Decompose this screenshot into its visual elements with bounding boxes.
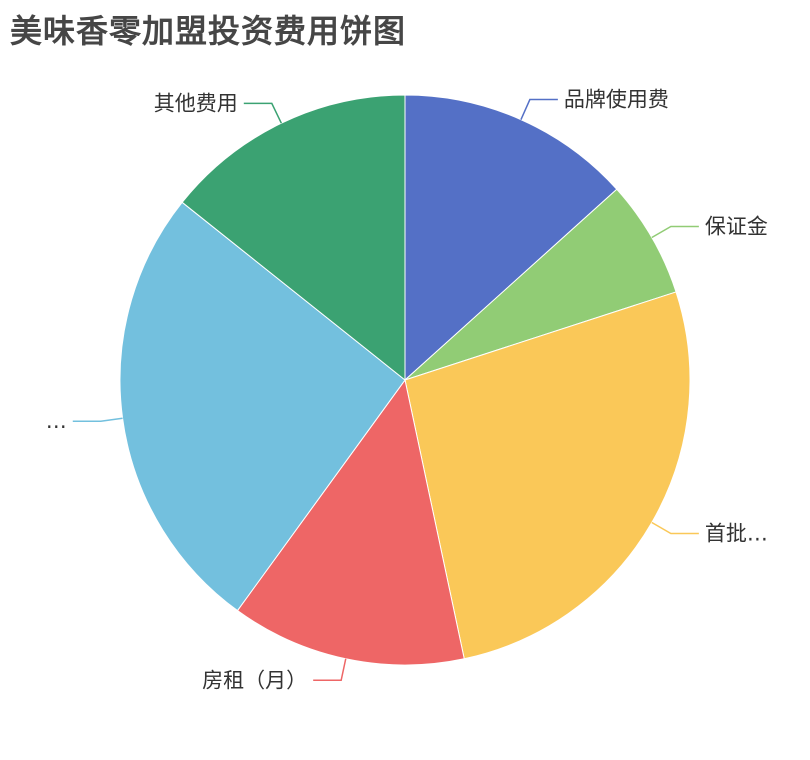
leader-line-4 (313, 658, 347, 682)
slice-label-3: 首批… (705, 522, 768, 546)
slices-layer (119, 94, 691, 666)
pie-slice-5[interactable] (119, 201, 406, 612)
leader-line-1 (520, 98, 558, 120)
leader-line-5 (72, 417, 123, 422)
slice-label-4: 房租（月） (202, 668, 307, 692)
slice-label-1: 品牌使用费 (564, 88, 669, 112)
leader-line-3 (651, 521, 699, 535)
pie-slice-6[interactable] (181, 94, 406, 381)
leader-line-6 (243, 102, 283, 124)
leader-line-2 (651, 225, 699, 239)
chart-title: 美味香零加盟投资费用饼图 (10, 12, 407, 50)
leader-lines-layer (72, 98, 699, 682)
slice-label-6: 其他费用 (154, 91, 238, 115)
pie-slice-2[interactable] (404, 188, 677, 381)
pie-slice-1[interactable] (404, 94, 618, 381)
slice-label-2: 保证金 (705, 215, 768, 239)
pie-slice-4[interactable] (236, 379, 465, 666)
slice-label-5: … (46, 409, 67, 433)
pie-slice-3[interactable] (404, 291, 691, 660)
